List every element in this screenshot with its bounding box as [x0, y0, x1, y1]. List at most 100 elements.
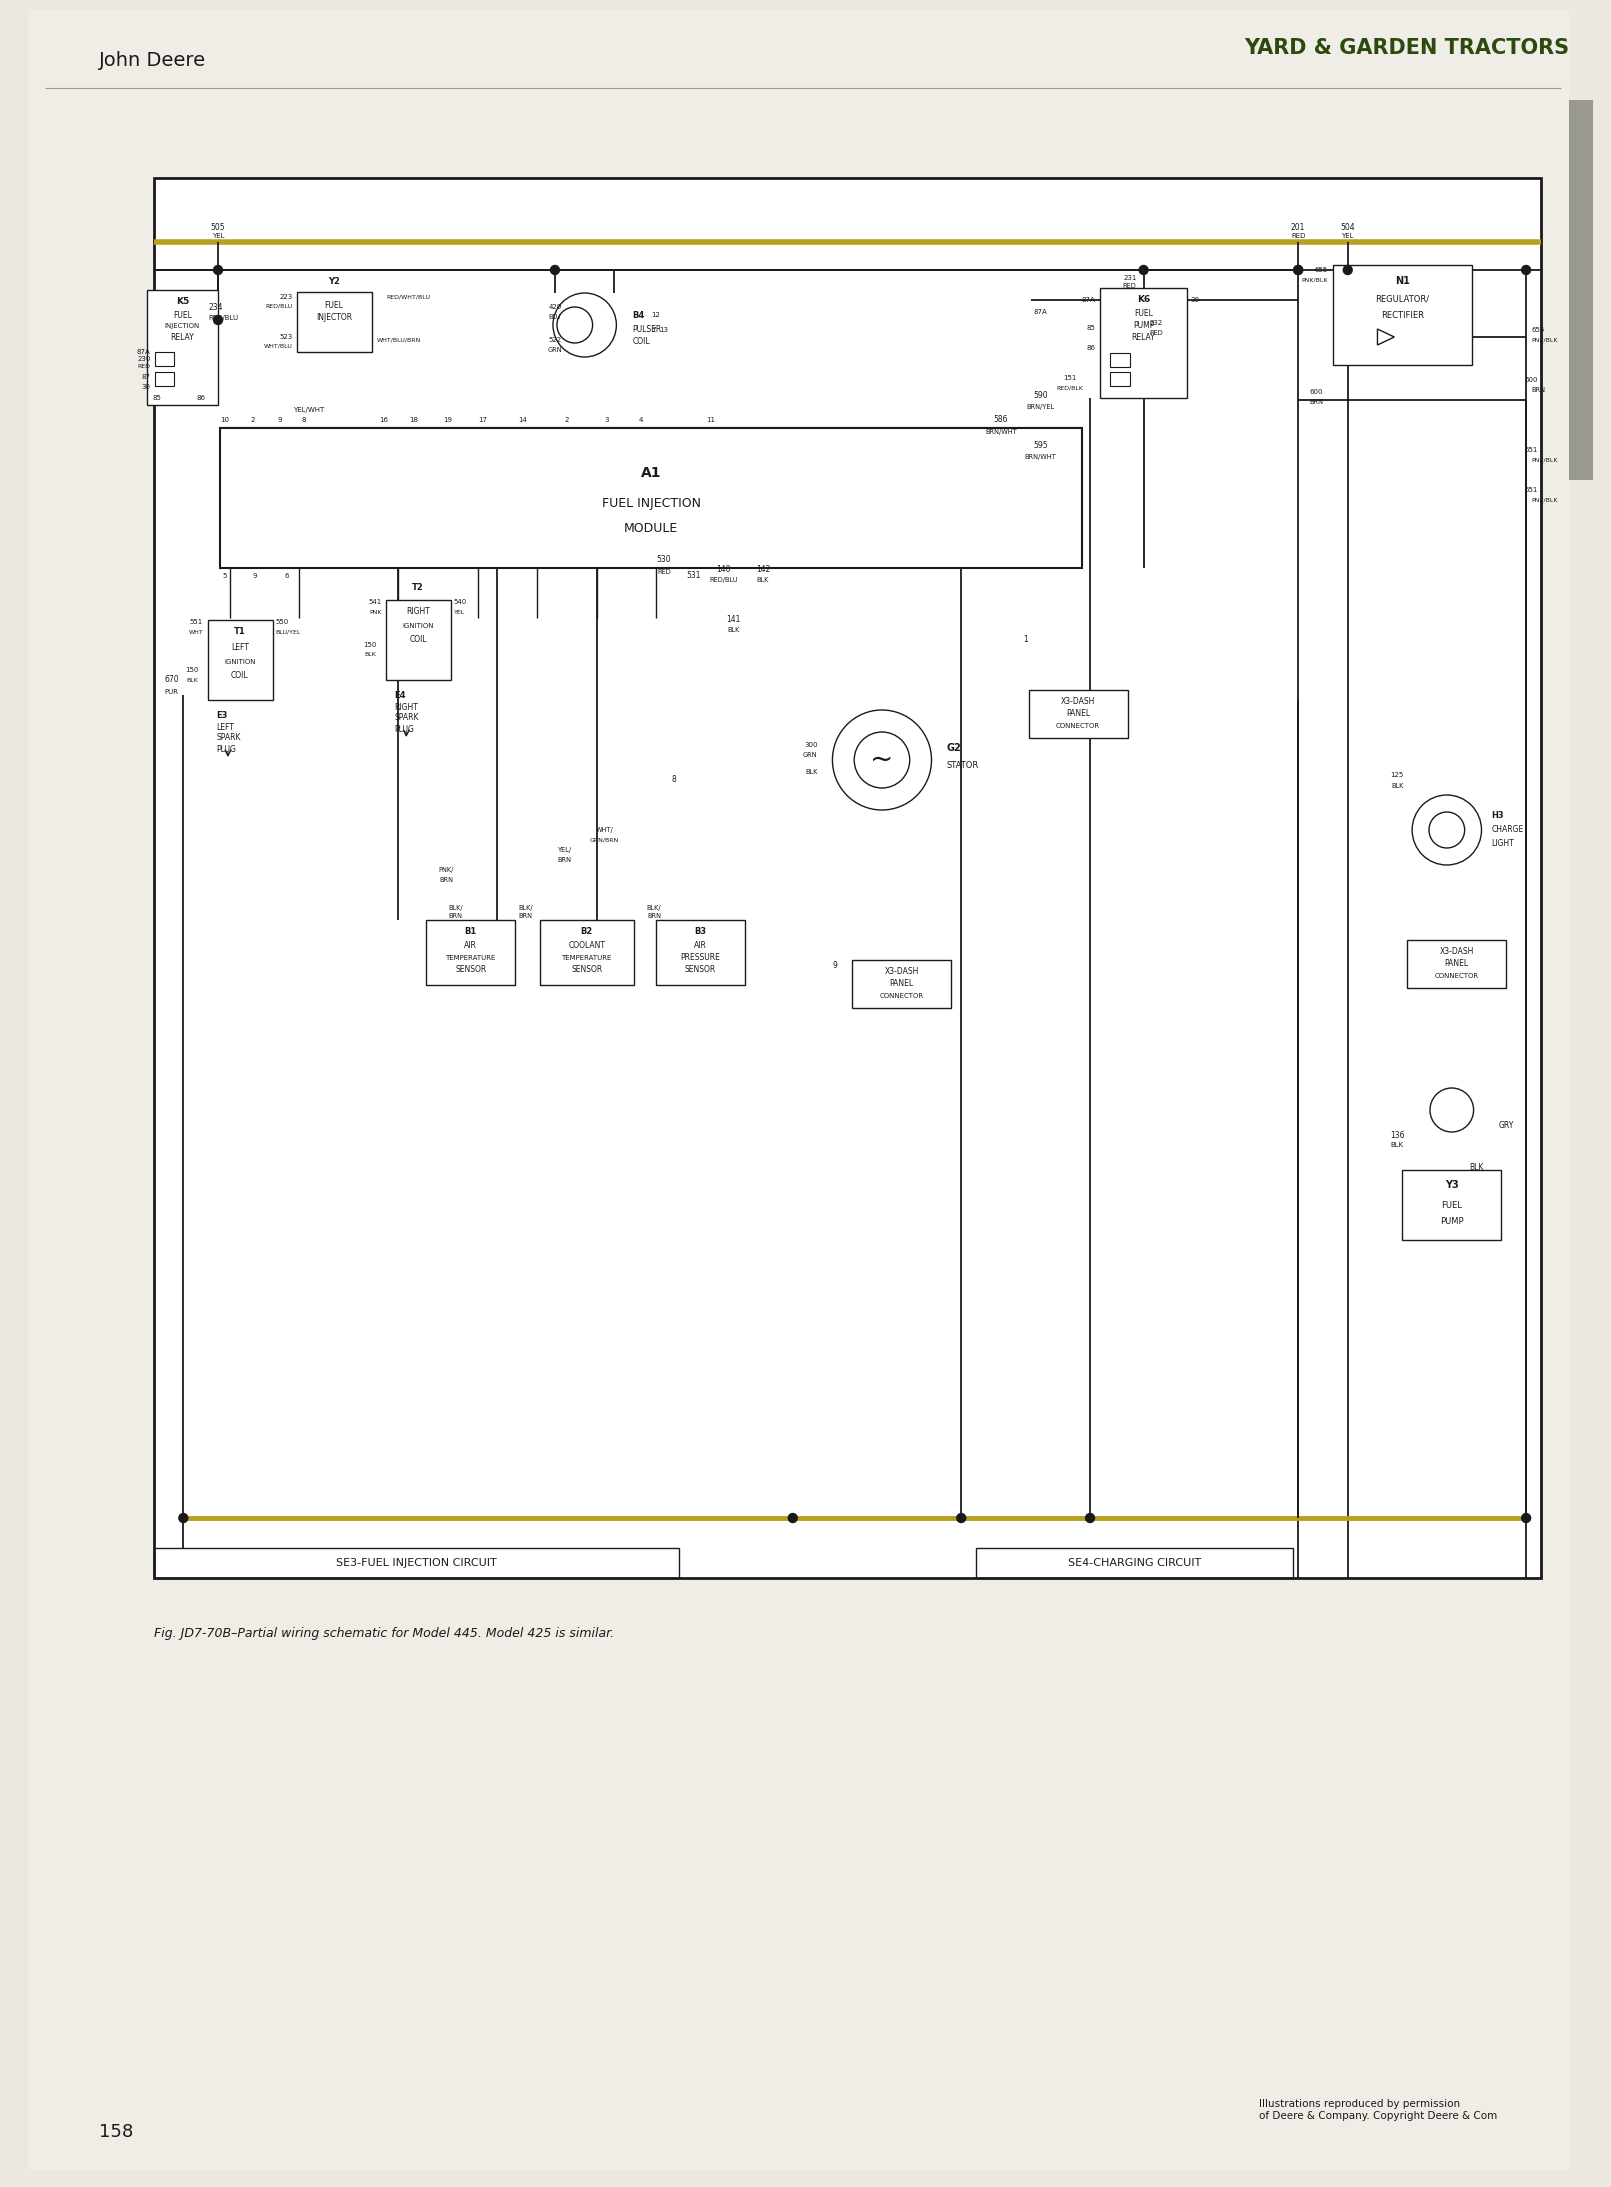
Text: BRN: BRN — [438, 877, 453, 884]
Text: RED: RED — [1150, 330, 1163, 337]
Text: 9: 9 — [253, 573, 256, 580]
Circle shape — [214, 315, 222, 324]
Text: 141: 141 — [727, 615, 741, 625]
Text: SPARK: SPARK — [216, 733, 240, 744]
Text: 16: 16 — [379, 418, 388, 422]
Bar — [147, 291, 217, 405]
Text: BLU: BLU — [549, 315, 561, 319]
Text: BLK: BLK — [1390, 1142, 1403, 1148]
Text: H3: H3 — [1492, 811, 1505, 820]
Text: 651: 651 — [1524, 446, 1539, 453]
Text: 7: 7 — [652, 328, 656, 332]
Text: 87A: 87A — [1034, 308, 1047, 315]
Text: 87A: 87A — [137, 350, 150, 354]
Bar — [976, 1548, 1294, 1579]
Text: PNK/BLK: PNK/BLK — [1302, 278, 1327, 282]
Bar — [1406, 940, 1506, 989]
Text: BLK: BLK — [364, 652, 377, 658]
Text: X3-DASH: X3-DASH — [1440, 947, 1474, 956]
Text: K5: K5 — [176, 297, 188, 306]
Text: 87: 87 — [142, 374, 150, 381]
Text: RELAY: RELAY — [171, 332, 195, 341]
Bar — [1110, 372, 1129, 385]
Text: 201: 201 — [1290, 223, 1305, 232]
Text: RED/BLU: RED/BLU — [266, 304, 292, 308]
Text: SPARK: SPARK — [395, 713, 419, 722]
Text: BRN/WHT: BRN/WHT — [1025, 455, 1057, 459]
Text: CONNECTOR: CONNECTOR — [1057, 724, 1100, 728]
Text: 600: 600 — [1524, 376, 1539, 383]
Text: PUR: PUR — [164, 689, 179, 695]
Text: 87A: 87A — [1081, 297, 1095, 304]
Text: 550: 550 — [275, 619, 288, 625]
Text: COOLANT: COOLANT — [569, 940, 606, 951]
Circle shape — [1429, 811, 1464, 849]
Text: 230: 230 — [137, 356, 150, 363]
Text: 540: 540 — [454, 599, 467, 606]
Text: BLK: BLK — [187, 678, 198, 682]
Text: 30: 30 — [1191, 297, 1199, 304]
Text: 590: 590 — [1033, 391, 1047, 400]
Bar — [1110, 352, 1129, 367]
Circle shape — [788, 1513, 797, 1522]
Text: 8: 8 — [672, 776, 677, 785]
Text: RED/BLU: RED/BLU — [709, 577, 738, 584]
Bar — [540, 921, 635, 984]
Text: LIGHT: LIGHT — [1492, 840, 1514, 849]
Text: 522: 522 — [548, 337, 562, 343]
Text: BLK/: BLK/ — [517, 905, 533, 912]
Text: 655: 655 — [1530, 328, 1545, 332]
Text: PANEL: PANEL — [889, 980, 913, 989]
Text: PULSER: PULSER — [632, 324, 662, 332]
Text: 125: 125 — [1390, 772, 1403, 779]
Text: RIGHT: RIGHT — [395, 702, 419, 711]
Text: G2: G2 — [946, 744, 962, 752]
Text: 531: 531 — [686, 571, 701, 580]
Text: PNK/BLK: PNK/BLK — [1530, 457, 1558, 461]
Text: B1: B1 — [464, 927, 477, 936]
Text: YARD & GARDEN TRACTORS: YARD & GARDEN TRACTORS — [1245, 37, 1569, 59]
Circle shape — [1294, 265, 1303, 276]
Text: 541: 541 — [369, 599, 382, 606]
Text: 13: 13 — [659, 328, 669, 332]
Text: 17: 17 — [478, 418, 487, 422]
Text: 551: 551 — [190, 619, 203, 625]
Text: BLU/YEL: BLU/YEL — [275, 630, 301, 634]
Circle shape — [214, 265, 222, 276]
Text: 86: 86 — [1086, 346, 1095, 350]
Circle shape — [854, 733, 910, 787]
Bar — [221, 429, 1083, 569]
Bar — [208, 619, 272, 700]
Text: CHARGE: CHARGE — [1492, 824, 1524, 835]
Text: B2: B2 — [580, 927, 593, 936]
Text: 670: 670 — [164, 676, 179, 685]
Text: BRN: BRN — [557, 857, 572, 864]
Text: RECTIFIER: RECTIFIER — [1381, 311, 1424, 319]
Text: 655: 655 — [1315, 267, 1327, 273]
Text: INJECTOR: INJECTOR — [316, 313, 353, 321]
Text: BLK: BLK — [727, 628, 739, 632]
Bar — [298, 293, 372, 352]
Text: PRESSURE: PRESSURE — [681, 954, 720, 962]
Text: 300: 300 — [804, 741, 817, 748]
Text: PNK/BLK: PNK/BLK — [1530, 337, 1558, 343]
Text: SENSOR: SENSOR — [570, 964, 603, 975]
Text: PUMP: PUMP — [1133, 321, 1153, 330]
Text: YEL/: YEL/ — [557, 846, 572, 853]
Text: BRN: BRN — [648, 912, 661, 919]
Text: GRN: GRN — [548, 348, 562, 352]
Bar — [155, 372, 174, 385]
Text: FUEL: FUEL — [172, 311, 192, 319]
Bar — [852, 960, 952, 1008]
Text: Y2: Y2 — [329, 278, 340, 286]
Text: 1: 1 — [1023, 636, 1028, 645]
Circle shape — [179, 1513, 188, 1522]
Text: STATOR: STATOR — [946, 761, 978, 770]
Text: WHT: WHT — [188, 630, 203, 634]
Text: SENSOR: SENSOR — [685, 964, 717, 975]
Text: BLK: BLK — [1390, 783, 1403, 790]
Text: PLUG: PLUG — [216, 744, 235, 755]
Circle shape — [1086, 1513, 1094, 1522]
Text: 595: 595 — [1033, 440, 1047, 451]
Text: BRN/YEL: BRN/YEL — [1026, 405, 1055, 409]
